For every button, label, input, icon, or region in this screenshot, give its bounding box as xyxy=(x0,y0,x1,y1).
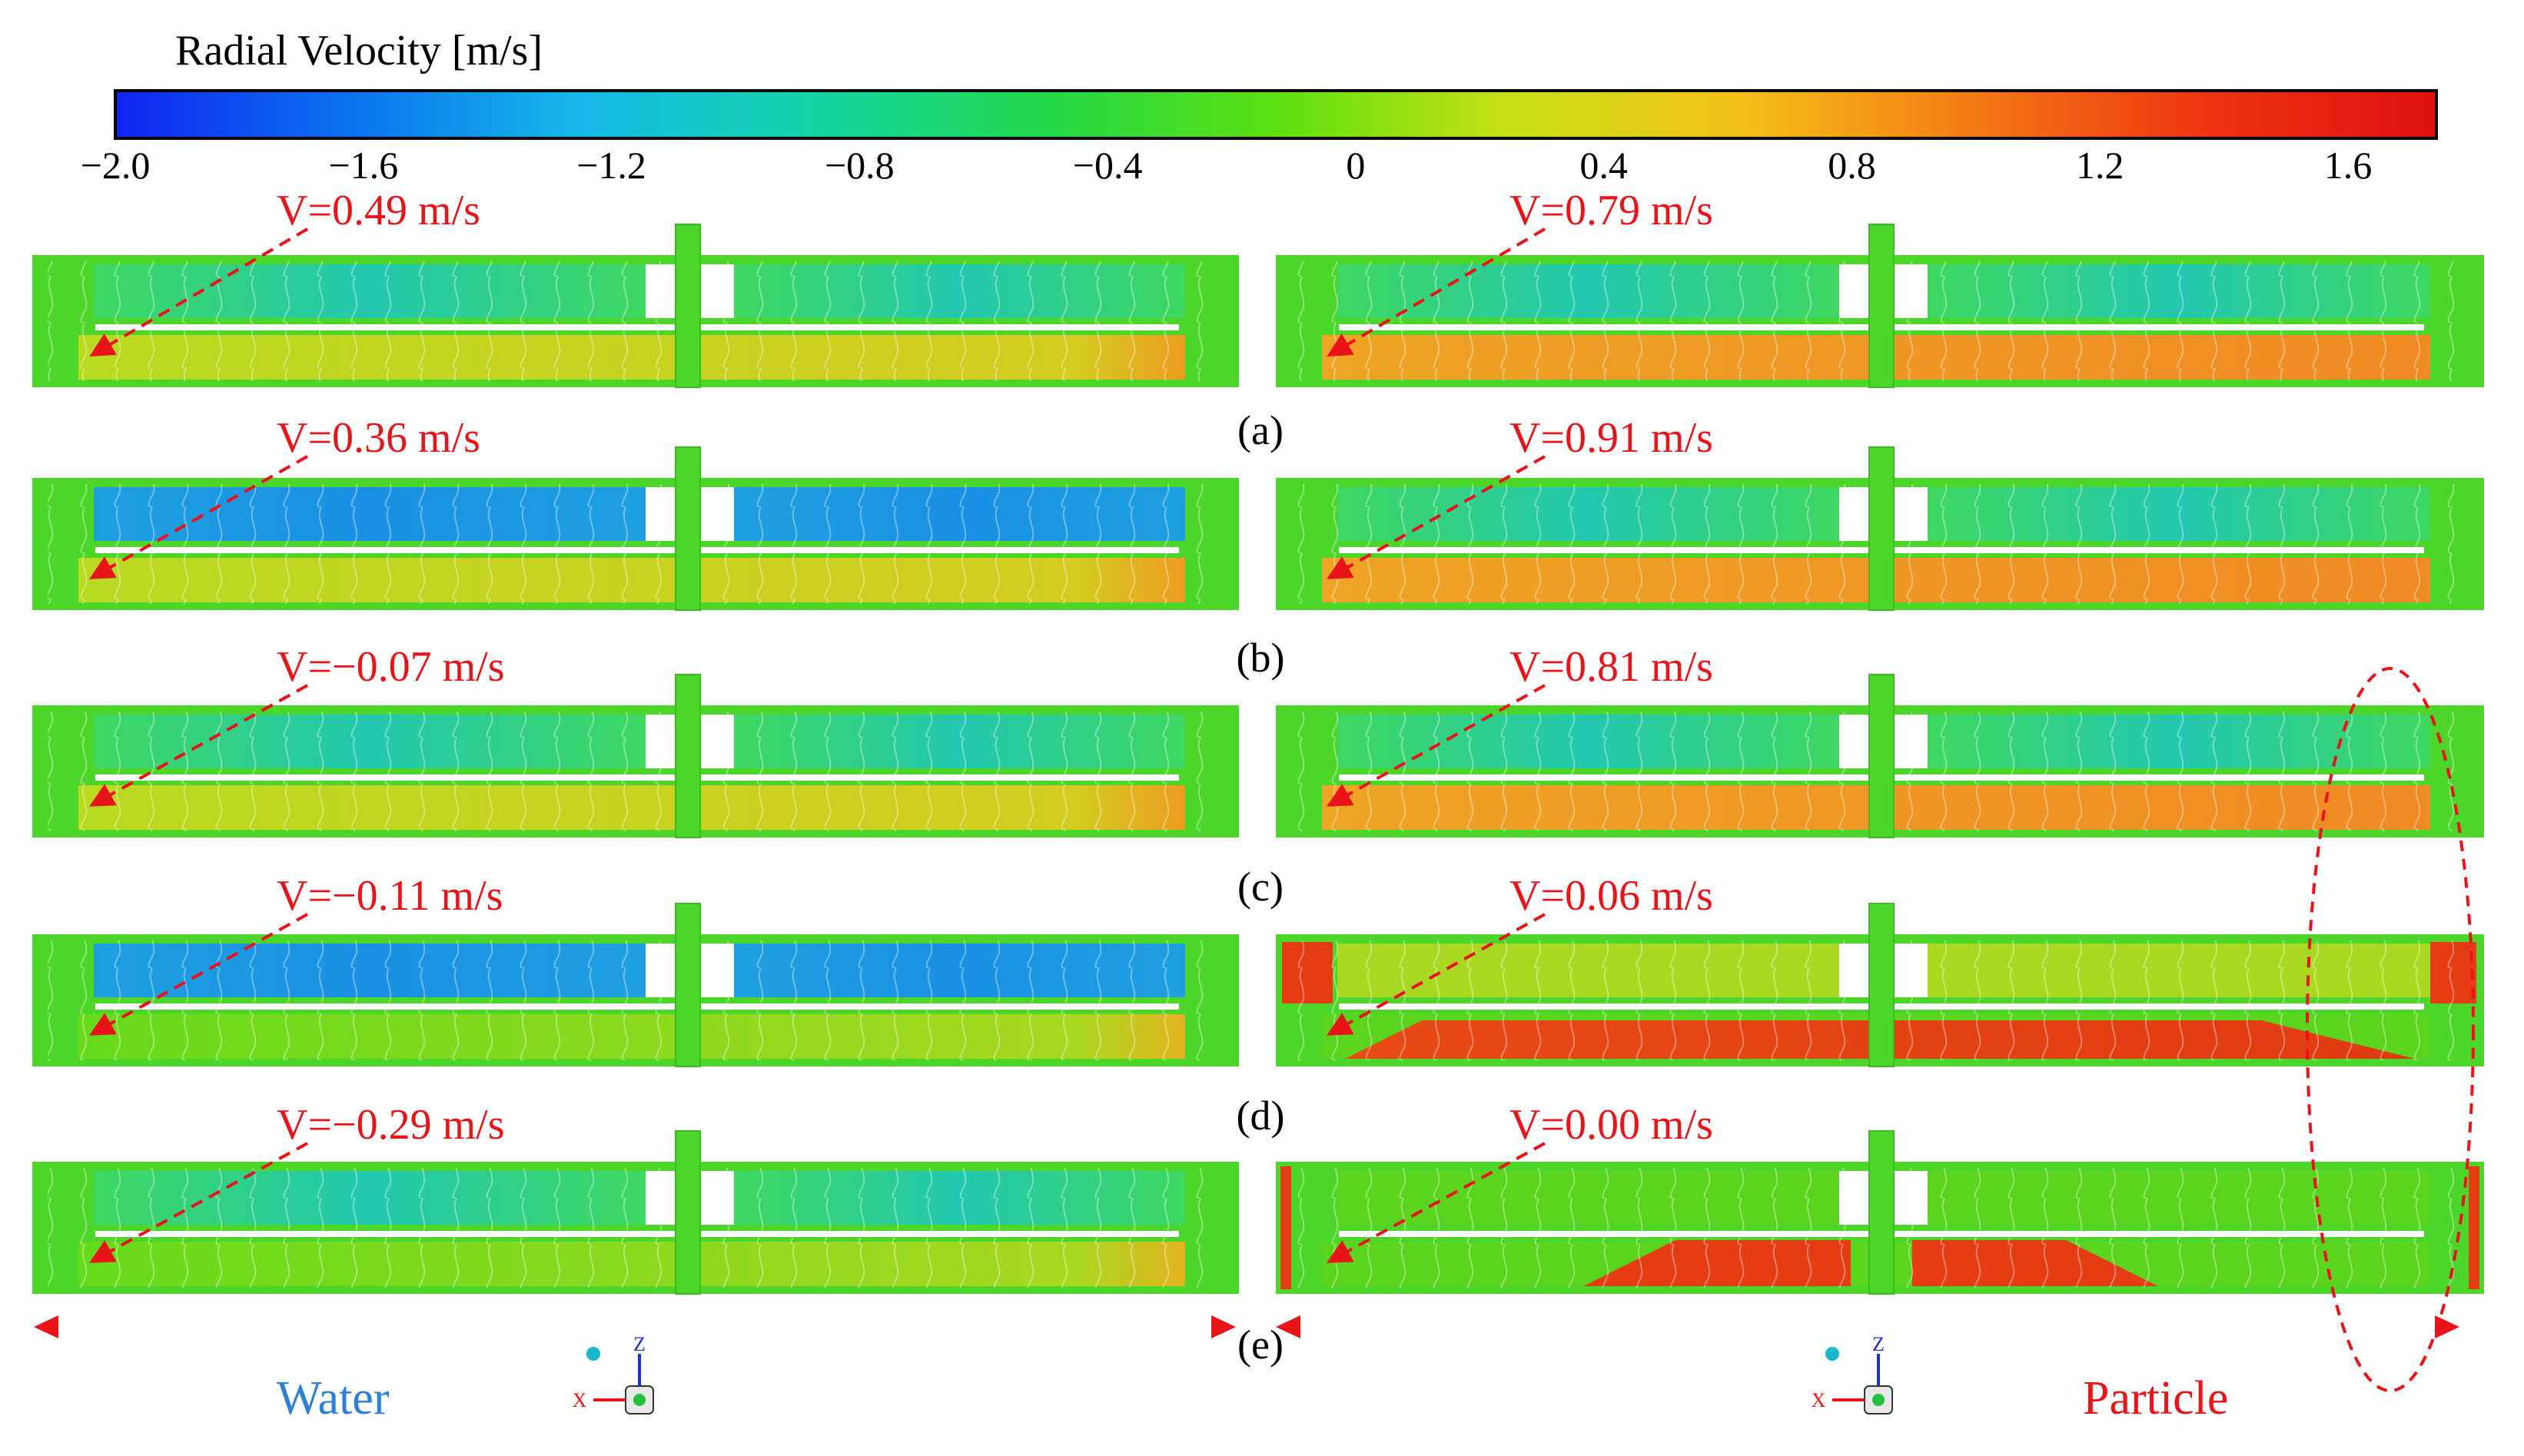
annotation-arrow xyxy=(89,227,309,357)
simulation-panel-particle xyxy=(1276,674,2484,838)
panel-label: (a) xyxy=(1237,407,1284,453)
central-shaft xyxy=(675,446,701,611)
wall-layer-left xyxy=(1280,1166,1291,1289)
colorbar-tick-label: 1.2 xyxy=(2076,144,2124,187)
triad-z-label: Z xyxy=(633,1333,646,1355)
wall-layer-right xyxy=(2469,1166,2479,1289)
central-shaft xyxy=(675,674,701,838)
panels xyxy=(32,224,2484,1295)
water-velocity-text: V=0.36 m/s xyxy=(277,414,480,462)
colorbar-tick-label: −0.8 xyxy=(825,144,895,187)
colorbar-tick-label: −1.6 xyxy=(328,144,398,187)
bottom-axis-water xyxy=(34,1315,1236,1338)
panel-label: (e) xyxy=(1237,1322,1284,1368)
central-shaft xyxy=(675,1130,701,1295)
water-velocity-annotation: V=−0.07 m/s xyxy=(89,643,505,807)
panel-label: (b) xyxy=(1237,635,1285,681)
velocity-annotations: V=0.49 m/s V=0.36 m/s V=−0.07 m/s V=−0.11 m… xyxy=(88,187,1713,1263)
colorbar: Radial Velocity [m/s] −2.0 −1.6 −1.2 −0.8 −0… xyxy=(81,27,2438,187)
axes-triad-icon: ZX xyxy=(1812,1333,1893,1415)
particle-velocity-text: V=0.06 m/s xyxy=(1509,872,1713,920)
simulation-panel-water xyxy=(32,446,1239,611)
water-velocity-annotation: V=0.49 m/s xyxy=(89,187,480,357)
contour-lines xyxy=(48,940,1224,1060)
simulation-panel-water xyxy=(32,903,1239,1067)
colorbar-tick-label: −2.0 xyxy=(81,144,151,187)
contour-lines xyxy=(48,484,1224,604)
particle-velocity-annotation: V=0.79 m/s xyxy=(1327,187,1713,357)
central-shaft xyxy=(675,224,701,388)
simulation-panel-water xyxy=(32,224,1239,388)
simulation-panel-water xyxy=(32,1130,1239,1295)
bottom-axis-particle xyxy=(1276,1315,2459,1338)
colorbar-tick-label: −0.4 xyxy=(1073,144,1143,187)
triad-center xyxy=(633,1394,646,1406)
colorbar-bar xyxy=(114,89,2438,140)
simulation-panel-water xyxy=(32,674,1239,838)
colorbar-tick-label: 1.6 xyxy=(2324,144,2373,187)
simulation-panel-particle xyxy=(1276,903,2484,1067)
panel-label: (d) xyxy=(1237,1093,1285,1139)
water-velocity-text: V=−0.11 m/s xyxy=(277,872,503,920)
colorbar-tick-label: −1.2 xyxy=(576,144,646,187)
particle-velocity-annotation: V=0.00 m/s xyxy=(1326,1101,1713,1263)
colorbar-tick-label: 0 xyxy=(1346,144,1365,187)
colorbar-tick-label: 0.8 xyxy=(1828,144,1876,187)
triad-dot xyxy=(586,1347,600,1361)
simulation-panel-particle xyxy=(1276,224,2484,388)
contour-lines xyxy=(48,261,1224,381)
water-velocity-annotation: V=0.36 m/s xyxy=(89,414,480,579)
panel-label: (c) xyxy=(1237,864,1284,910)
particle-velocity-text: V=0.91 m/s xyxy=(1509,414,1713,462)
central-shaft xyxy=(675,903,701,1067)
colorbar-title: Radial Velocity [m/s] xyxy=(175,27,543,75)
triad-center xyxy=(1872,1394,1885,1406)
water-velocity-annotation: V=−0.11 m/s xyxy=(89,872,503,1036)
water-velocity-text: V=−0.29 m/s xyxy=(277,1101,505,1149)
simulation-panel-particle xyxy=(1276,1130,2484,1295)
water-velocity-text: V=0.49 m/s xyxy=(277,187,480,234)
colorbar-ticks: −2.0 −1.6 −1.2 −0.8 −0.4 0 0.4 0.8 1.2 1.6 xyxy=(81,144,2373,187)
particle-velocity-text: V=0.79 m/s xyxy=(1509,187,1713,234)
central-shaft xyxy=(1868,446,1895,611)
water-label: Water xyxy=(277,1372,390,1424)
triad-x-label: X xyxy=(1812,1389,1826,1411)
water-velocity-annotation: V=−0.29 m/s xyxy=(88,1101,505,1263)
central-shaft xyxy=(1868,674,1895,838)
triad-dot xyxy=(1825,1347,1839,1361)
water-velocity-text: V=−0.07 m/s xyxy=(277,643,505,691)
axes-triad-icon: ZX xyxy=(573,1333,654,1415)
triad-x-label: X xyxy=(573,1389,587,1411)
highlight-ellipse xyxy=(2306,667,2475,1392)
particle-velocity-text: V=0.00 m/s xyxy=(1509,1101,1713,1149)
particle-label: Particle xyxy=(2083,1372,2228,1424)
central-shaft xyxy=(1868,224,1895,388)
central-shaft xyxy=(1868,903,1895,1067)
triad-z-label: Z xyxy=(1872,1333,1885,1355)
particle-velocity-annotation: V=0.81 m/s xyxy=(1327,643,1713,807)
annotation-arrow xyxy=(1327,227,1546,357)
colorbar-tick-label: 0.4 xyxy=(1579,144,1628,187)
particle-velocity-annotation: V=0.06 m/s xyxy=(1327,872,1713,1036)
particle-velocity-text: V=0.81 m/s xyxy=(1509,643,1713,691)
particle-velocity-annotation: V=0.91 m/s xyxy=(1327,414,1713,579)
panel-labels: (a) (b) (c) (d) (e) xyxy=(1237,407,1285,1368)
contour-lines xyxy=(48,711,1224,831)
central-shaft xyxy=(1868,1130,1895,1295)
contour-lines xyxy=(48,1168,1224,1288)
simulation-panel-particle xyxy=(1276,446,2484,611)
